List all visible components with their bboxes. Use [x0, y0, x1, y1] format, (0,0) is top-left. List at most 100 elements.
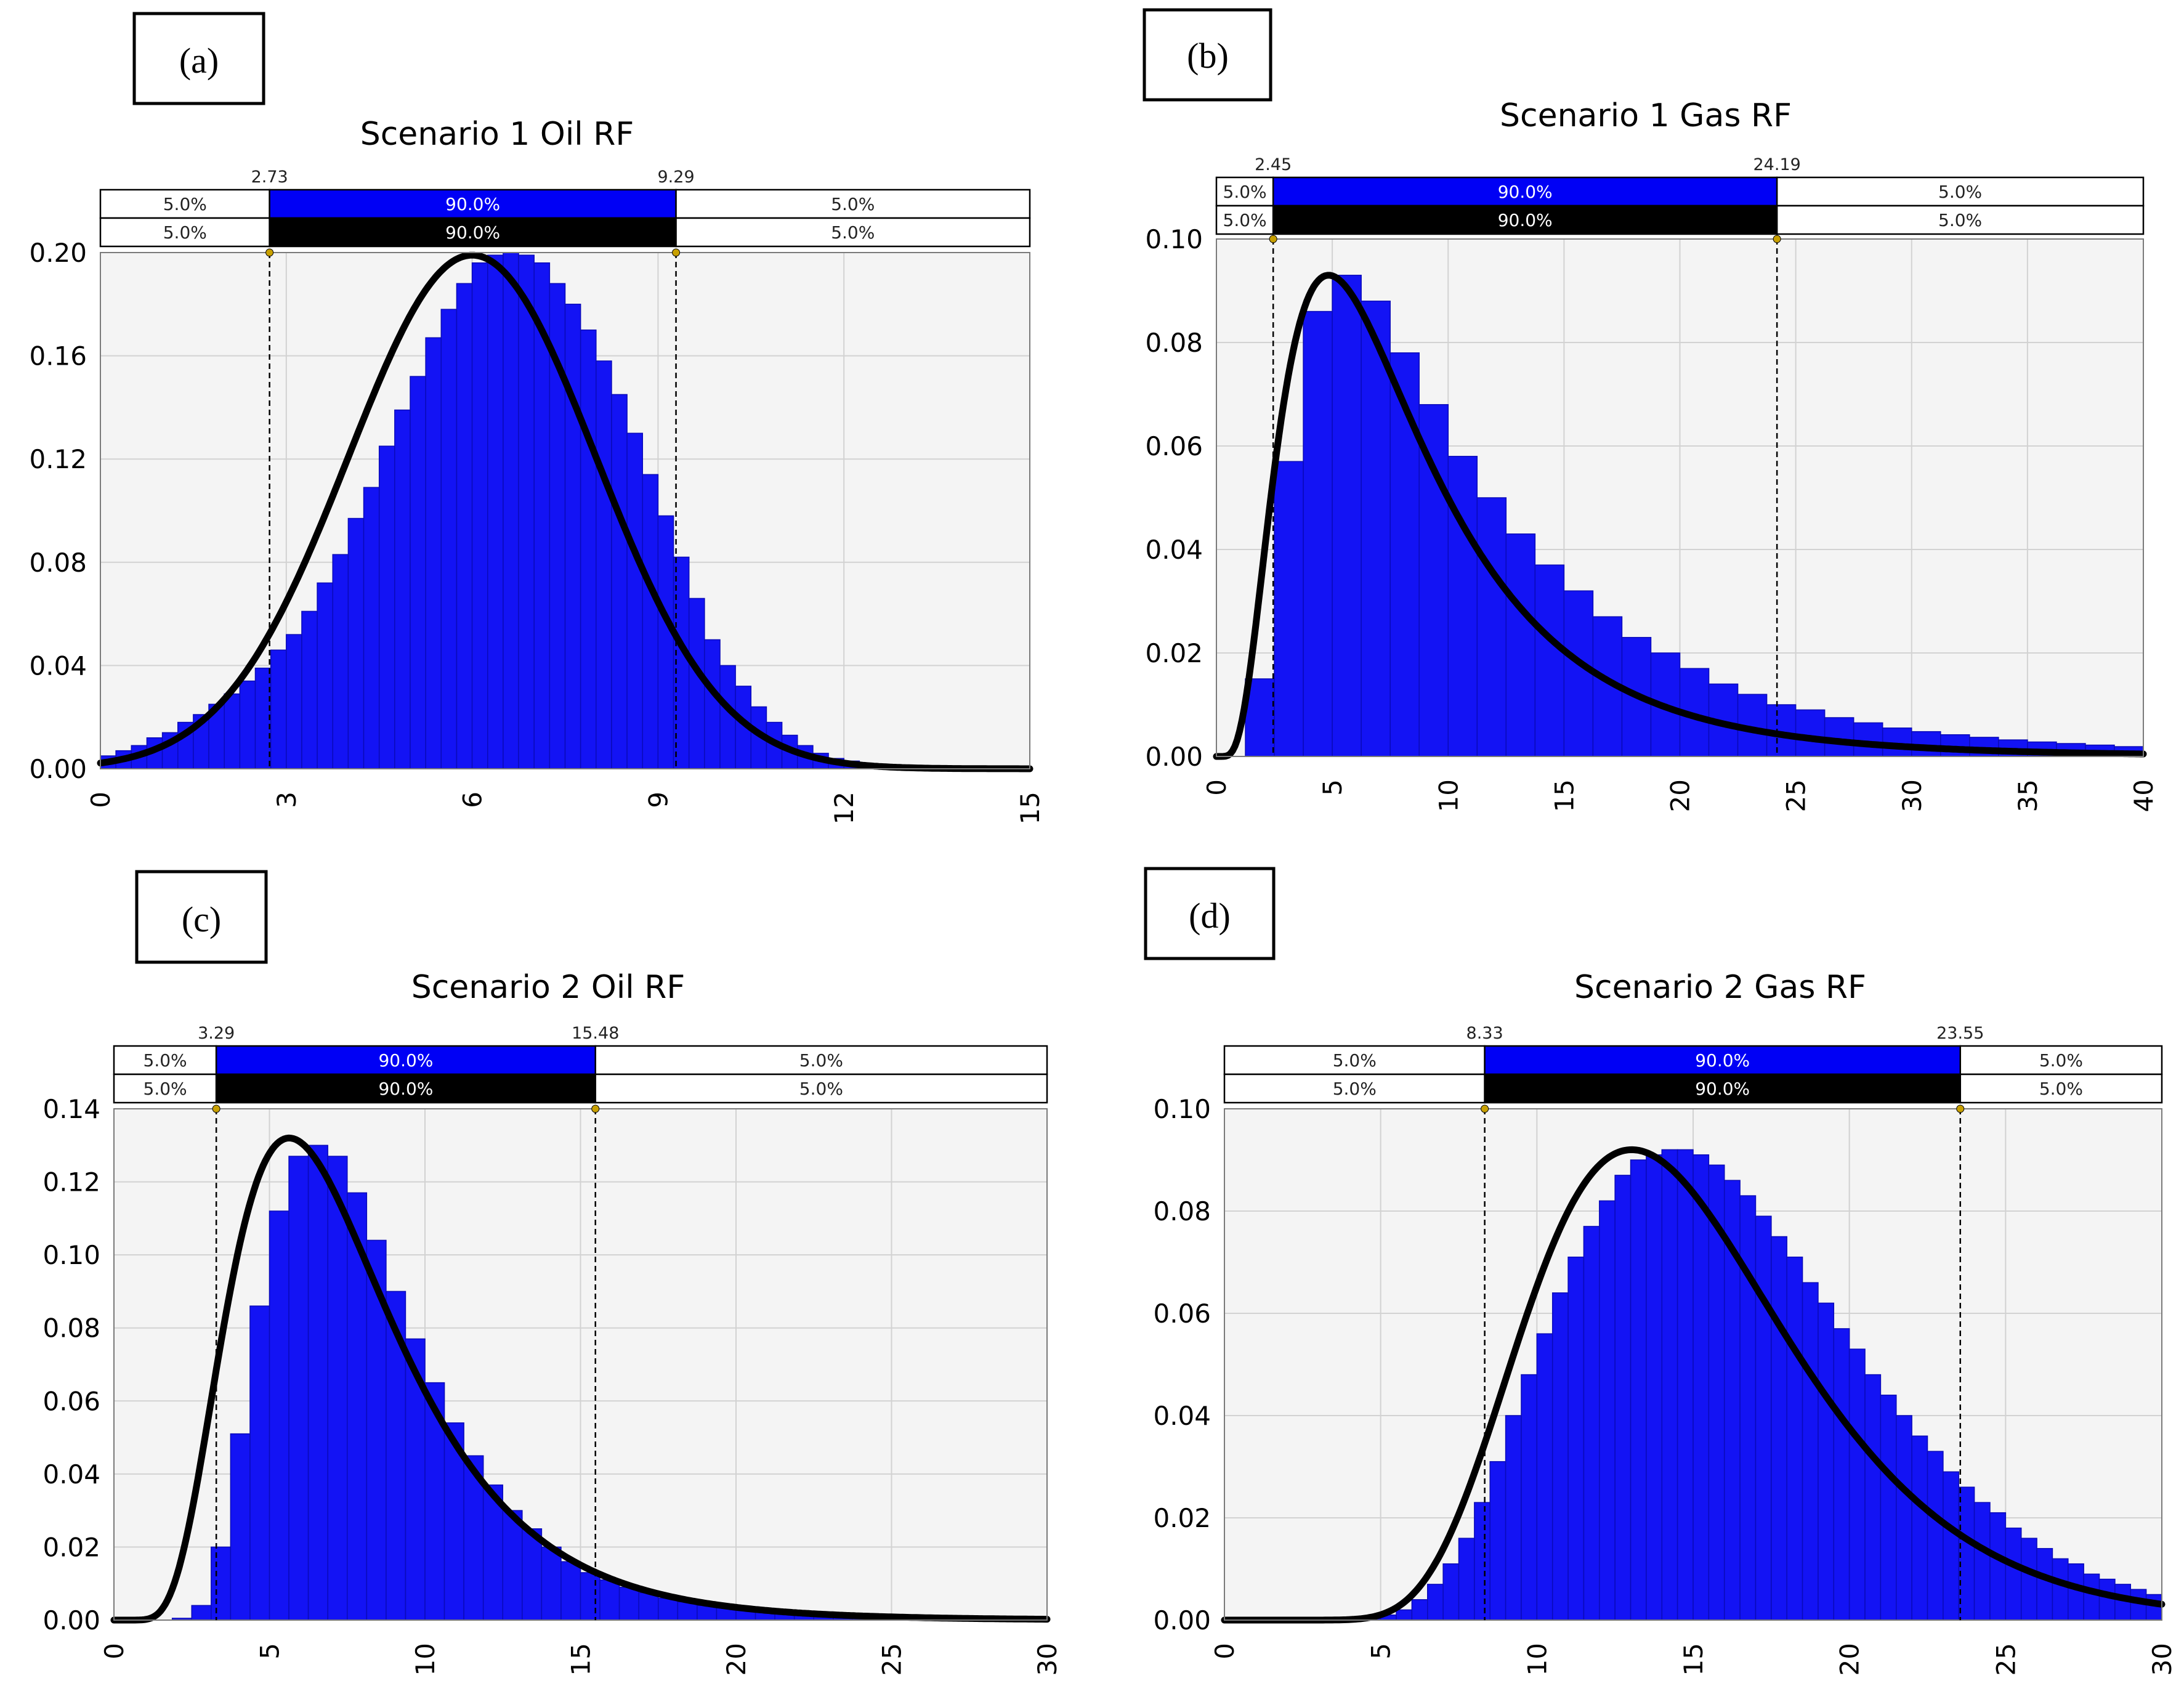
histogram-bar [1824, 717, 1854, 757]
chart-panel-d: (d) Scenario 2 Gas RF 5.0% 90.0% 5.0% 5.0% 90.… [1144, 867, 2177, 1676]
histogram-bar [487, 254, 504, 769]
y-tick-label: 0.06 [42, 1386, 100, 1416]
histogram-bar [1563, 590, 1594, 757]
panel-label: (d) [1189, 896, 1231, 936]
x-tick-label: 25 [1781, 779, 1811, 812]
x-tick-label: 0 [99, 1643, 129, 1660]
band-percent-label: 5.0% [1223, 210, 1267, 230]
histogram-bar [332, 554, 349, 769]
histogram-bar [191, 1605, 212, 1621]
histogram-bar [1795, 709, 1826, 757]
histogram-bar [503, 252, 519, 769]
x-tick-label: 5 [1317, 779, 1348, 796]
histogram-bar [307, 1145, 328, 1621]
histogram-bar [1534, 564, 1565, 757]
fitted-curve [1221, 1146, 2166, 1624]
band-percent-label: 90.0% [445, 222, 500, 243]
y-tick-label: 0.12 [29, 444, 87, 474]
panel-label: (a) [179, 41, 219, 81]
histogram-bar [301, 610, 318, 769]
histogram-bar [363, 487, 380, 769]
fit-band-segment [1484, 1073, 1962, 1104]
x-tick-label: 0 [1210, 1643, 1240, 1660]
histogram-bar [1989, 1512, 2007, 1621]
upper-bound-label: 24.19 [1753, 155, 1801, 174]
upper-bound-handle [672, 248, 681, 257]
histogram-bar [1427, 1584, 1444, 1621]
band-percent-label: 5.0% [1938, 182, 1982, 202]
fit-band-segment [675, 217, 1031, 248]
y-tick-label: 0.16 [29, 341, 87, 371]
y-tick-label: 0.10 [1153, 1094, 1211, 1124]
histogram-bar [1630, 1159, 1647, 1621]
band-percent-label: 90.0% [1498, 210, 1553, 230]
histogram-bar [1303, 310, 1333, 757]
histogram-bar [410, 376, 426, 769]
band-percent-label: 5.0% [1223, 182, 1267, 202]
chart-title: Scenario 2 Gas RF [1574, 969, 1866, 1006]
lower-bound-handle [212, 1104, 220, 1113]
y-tick-label: 0.00 [1145, 742, 1203, 772]
x-tick-label: 15 [1015, 792, 1045, 824]
x-tick-label: 30 [2147, 1643, 2177, 1676]
histogram-bar [1896, 1415, 1912, 1621]
band-percent-label: 5.0% [1333, 1050, 1377, 1071]
chart-panel-b: (b) Scenario 1 Gas RF 5.0% 90.0% 5.0% 5.0% 90.… [1143, 8, 2159, 812]
lower-bound-label: 2.45 [1255, 155, 1292, 174]
histogram-bar [1442, 1563, 1460, 1621]
histogram-bar [1505, 533, 1536, 757]
histogram-bar [230, 1433, 251, 1621]
upper-bound-label: 9.29 [658, 168, 695, 187]
band-percent-label: 90.0% [1695, 1079, 1750, 1099]
band-percent-label: 5.0% [1938, 210, 1982, 230]
histogram-bar [642, 474, 659, 769]
x-tick-label: 15 [1549, 779, 1579, 812]
band-percent-label: 5.0% [799, 1050, 843, 1071]
fit-band-segment [113, 1073, 217, 1104]
histogram-bar [1521, 1374, 1538, 1621]
histogram-bar [1458, 1538, 1475, 1621]
band-percent-label: 5.0% [2039, 1079, 2083, 1099]
histogram-bar [1396, 1609, 1413, 1621]
band-percent-label: 90.0% [1498, 182, 1553, 202]
histogram-bar [596, 360, 612, 769]
fit-band-segment [269, 217, 677, 248]
x-tick-label: 20 [1665, 779, 1696, 812]
x-tick-label: 10 [1433, 779, 1463, 812]
y-tick-label: 0.20 [29, 238, 87, 268]
histogram-bar [224, 693, 241, 769]
histogram-bar [611, 394, 628, 769]
histogram-bar [1848, 1348, 1866, 1621]
y-tick-label: 0.10 [42, 1240, 100, 1270]
input-band-segment [99, 188, 270, 219]
histogram-bar [580, 1572, 601, 1621]
histogram-bar [1676, 1149, 1694, 1621]
panel-label-box [1143, 8, 1272, 102]
fitted-curve [110, 1134, 1051, 1624]
histogram-bar [254, 667, 272, 769]
histogram-bar [1818, 1302, 1835, 1621]
x-tick-label: 15 [1678, 1643, 1709, 1676]
histogram-bar [1474, 1502, 1490, 1621]
histogram-bar [211, 1546, 232, 1621]
histogram-bar [1786, 1256, 1803, 1621]
lower-bound-label: 3.29 [198, 1024, 235, 1043]
fit-band-segment [1272, 205, 1778, 235]
band-percent-label: 90.0% [378, 1079, 433, 1099]
band-percent-label: 5.0% [144, 1079, 187, 1099]
x-tick-label: 0 [86, 792, 116, 808]
x-tick-label: 10 [410, 1643, 440, 1676]
histogram-bar [1599, 1200, 1616, 1621]
input-band-segment [215, 1045, 596, 1076]
plot-frame [1224, 1108, 2162, 1621]
y-tick-label: 0.00 [1153, 1605, 1211, 1635]
y-tick-label: 0.08 [29, 548, 87, 578]
y-tick-label: 0.04 [42, 1459, 100, 1489]
chart-panel-c: (c) Scenario 2 Oil RF 5.0% 90.0% 5.0% 5.0% 90.… [42, 870, 1062, 1676]
upper-bound-handle [591, 1104, 600, 1113]
chart-title: Scenario 2 Oil RF [411, 969, 686, 1006]
histogram-bar [1551, 1292, 1569, 1621]
input-band-segment [1776, 176, 2145, 207]
fit-band-segment [1776, 205, 2145, 235]
plot-frame [1216, 238, 2144, 757]
